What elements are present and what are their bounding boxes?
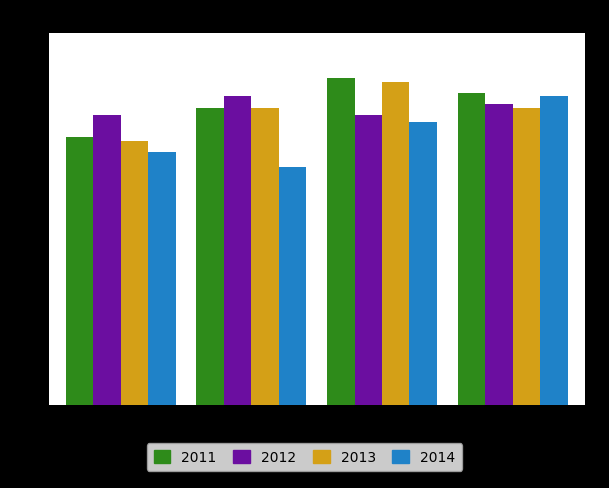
Bar: [148, 153, 175, 405]
Bar: [121, 142, 148, 405]
Bar: [382, 82, 409, 405]
Bar: [354, 116, 382, 405]
Bar: [409, 123, 437, 405]
Bar: [252, 108, 279, 405]
Bar: [485, 104, 513, 405]
Bar: [540, 97, 568, 405]
Legend: 2011, 2012, 2013, 2014: 2011, 2012, 2013, 2014: [147, 444, 462, 471]
Bar: [197, 108, 224, 405]
Bar: [224, 97, 252, 405]
Bar: [66, 138, 93, 405]
Bar: [93, 116, 121, 405]
Bar: [513, 108, 540, 405]
Bar: [458, 94, 485, 405]
Bar: [327, 79, 354, 405]
Bar: [279, 168, 306, 405]
